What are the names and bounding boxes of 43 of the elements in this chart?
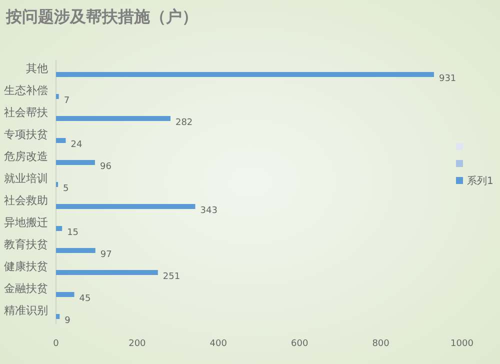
data-label: 7 [64,96,70,106]
data-label: 931 [438,74,456,84]
bar [56,248,96,253]
bar [56,226,62,231]
x-tick-label: 0 [53,339,60,349]
data-label: 282 [175,118,193,128]
bar [56,138,66,143]
data-label: 5 [63,184,69,194]
y-tick-label: 社会帮扶 [4,106,48,119]
x-tick-label: 800 [372,339,390,349]
data-label: 343 [200,206,218,216]
bar [56,292,74,297]
chart-title: 按问题涉及帮扶措施（户） [5,7,198,26]
x-tick-label: 400 [210,339,228,349]
y-tick-label: 生态补偿 [4,84,48,97]
y-tick-label: 健康扶贫 [4,260,48,273]
data-label: 45 [79,294,91,304]
data-label: 251 [162,272,180,282]
y-tick-label: 教育扶贫 [4,238,48,251]
y-tick-label: 其他 [26,62,48,75]
bar [56,204,196,209]
bar [56,270,158,275]
y-tick-label: 异地搬迁 [4,216,48,229]
data-label: 97 [100,250,112,260]
x-tick-label: 600 [291,339,308,349]
data-label: 24 [70,140,82,150]
y-tick-label: 精准识别 [4,304,48,317]
data-label: 9 [64,316,71,326]
bar [56,72,434,77]
y-tick-label: 金融扶贫 [4,282,48,295]
bar [56,116,170,121]
y-tick-label: 社会救助 [4,194,48,207]
y-tick-label: 危房改造 [4,150,48,163]
x-tick-label: 200 [128,339,146,349]
bar [56,314,60,319]
y-tick-label: 就业培训 [4,172,48,185]
data-label: 15 [67,228,79,238]
x-tick-label: 1000 [450,339,474,349]
data-label: 96 [100,162,112,172]
bar [56,160,95,165]
legend-label: 系列1 [467,175,494,187]
bar [56,94,59,99]
y-tick-label: 专项扶贫 [4,128,48,141]
